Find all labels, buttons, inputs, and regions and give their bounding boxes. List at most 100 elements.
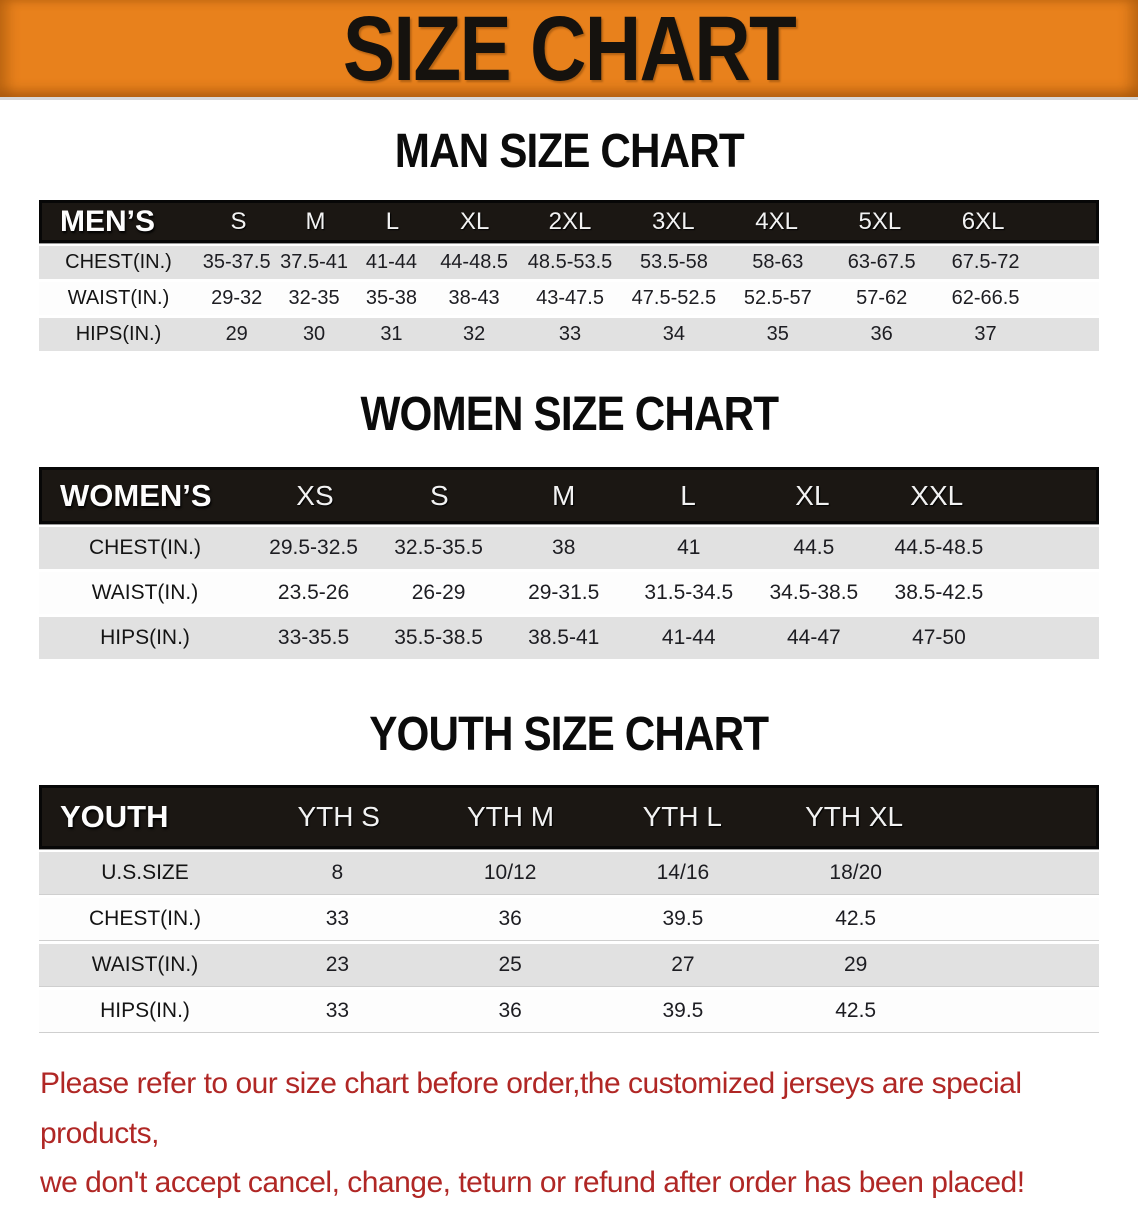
youth-row-chest: CHEST(IN.) 33 36 39.5 42.5 (39, 898, 1099, 941)
men-hips-4xl: 35 (766, 323, 789, 345)
youth-hips-yth-m: 36 (498, 999, 522, 1022)
men-col-header-5xl: 5XL (858, 207, 902, 235)
disclaimer: Please refer to our size chart before or… (40, 1059, 1138, 1208)
women-chest-l: 41 (677, 536, 701, 559)
women-chest-xl: 44.5 (793, 536, 835, 559)
women-row-chest-label: CHEST(IN.) (89, 536, 201, 559)
men-hips-3xl: 34 (662, 323, 686, 345)
women-hips-xs: 33-35.5 (277, 626, 350, 649)
women-waist-l: 31.5-34.5 (644, 581, 734, 604)
men-waist-2xl: 43-47.5 (536, 287, 604, 309)
women-hips-xxl: 47-50 (912, 626, 966, 649)
women-hips-m: 38.5-41 (528, 626, 600, 649)
youth-col-header-yth-m: YTH M (466, 801, 555, 832)
women-chest-s: 32.5-35.5 (394, 536, 483, 559)
men-table-header-row: MEN’S S M L XL 2XL 3XL 4XL 5XL 6XL (39, 200, 1099, 243)
women-chest-xs: 29.5-32.5 (269, 536, 358, 559)
men-hips-m: 30 (302, 323, 326, 345)
men-waist-m: 32-35 (288, 287, 340, 309)
men-col-header-2xl: 2XL (548, 207, 592, 235)
youth-ussize-yth-xl: 18/20 (829, 861, 882, 884)
men-hips-5xl: 36 (870, 323, 893, 345)
men-col-header-3xl: 3XL (651, 207, 695, 235)
youth-row-waist: WAIST(IN.) 23 25 27 29 (39, 944, 1099, 987)
men-row-hips: HIPS(IN.) 29 30 31 32 33 34 35 36 37 (39, 318, 1099, 351)
men-hips-6xl: 37 (974, 323, 997, 345)
women-col-header-s: S (429, 479, 449, 511)
women-row-waist: WAIST(IN.) 23.5-26 26-29 29-31.5 31.5-34… (39, 572, 1099, 614)
youth-ussize-yth-s: 8 (331, 861, 344, 884)
men-col-header-s: S (230, 207, 247, 235)
women-hips-l: 41-44 (661, 626, 716, 649)
youth-size-table: YOUTH YTH S YTH M YTH L YTH XL U.S.SIZE … (39, 785, 1099, 1033)
youth-waist-yth-s: 23 (325, 953, 350, 976)
youth-hips-yth-l: 39.5 (662, 999, 704, 1022)
youth-col-header-yth-l: YTH L (642, 801, 722, 832)
men-row-waist: WAIST(IN.) 29-32 32-35 35-38 38-43 43-47… (39, 282, 1099, 315)
men-section-title-text: MAN SIZE CHART (394, 125, 744, 178)
youth-table-header-row: YOUTH YTH S YTH M YTH L YTH XL (39, 785, 1099, 849)
women-col-header-xxl: XXL (910, 479, 964, 511)
banner: SIZE CHART (0, 0, 1138, 100)
men-chest-xl: 44-48.5 (440, 251, 509, 273)
men-chest-3xl: 53.5-58 (639, 251, 708, 273)
youth-col-header-yth-xl: YTH XL (805, 801, 904, 832)
men-waist-xl: 38-43 (448, 287, 500, 309)
youth-hips-yth-xl: 42.5 (835, 999, 877, 1022)
women-chest-m: 38 (552, 536, 576, 559)
men-chest-5xl: 63-67.5 (847, 251, 916, 273)
youth-col-header-yth-s: YTH S (297, 801, 380, 832)
youth-waist-yth-xl: 29 (844, 953, 868, 976)
women-waist-xs: 23.5-26 (277, 581, 350, 604)
disclaimer-line-2: we don't accept cancel, change, teturn o… (40, 1166, 1025, 1199)
youth-row-ussize: U.S.SIZE 8 10/12 14/16 18/20 (39, 852, 1099, 895)
men-row-chest-label: CHEST(IN.) (65, 251, 172, 273)
men-chest-6xl: 67.5-72 (951, 251, 1020, 273)
men-row-chest: CHEST(IN.) 35-37.5 37.5-41 41-44 44-48.5… (39, 246, 1099, 279)
page-title: SIZE CHART (342, 0, 797, 100)
men-row-hips-label: HIPS(IN.) (75, 323, 162, 345)
men-chest-2xl: 48.5-53.5 (527, 251, 613, 273)
youth-section-title: YOUTH SIZE CHART (0, 711, 1138, 759)
men-col-header-4xl: 4XL (755, 207, 798, 235)
women-row-hips-label: HIPS(IN.) (100, 626, 190, 649)
youth-row-hips: HIPS(IN.) 33 36 39.5 42.5 (39, 990, 1099, 1033)
women-table-header-row: WOMEN’S XS S M L XL XXL (39, 467, 1099, 524)
youth-waist-yth-m: 25 (498, 953, 522, 976)
women-row-waist-label: WAIST(IN.) (91, 581, 199, 604)
men-hips-xl: 32 (462, 323, 486, 345)
women-col-header-l: L (680, 479, 696, 511)
women-row-chest: CHEST(IN.) 29.5-32.5 32.5-35.5 38 41 44.… (39, 527, 1099, 569)
women-waist-s: 26-29 (411, 581, 466, 604)
men-hips-s: 29 (225, 323, 248, 345)
men-waist-s: 29-32 (211, 287, 263, 309)
women-table-header-label: WOMEN’S (60, 477, 212, 513)
youth-waist-yth-l: 27 (671, 953, 695, 976)
men-chest-l: 41-44 (365, 251, 418, 273)
women-col-header-xl: XL (795, 479, 830, 511)
men-waist-3xl: 47.5-52.5 (631, 287, 717, 309)
men-col-header-6xl: 6XL (961, 207, 1005, 235)
men-col-header-l: L (385, 207, 400, 235)
men-chest-m: 37.5-41 (280, 251, 348, 273)
youth-chest-yth-m: 36 (498, 907, 522, 930)
youth-section-title-text: YOUTH SIZE CHART (369, 708, 770, 761)
men-chest-s: 35-37.5 (202, 251, 271, 273)
youth-chest-yth-l: 39.5 (662, 907, 704, 930)
youth-row-ussize-label: U.S.SIZE (101, 861, 189, 884)
disclaimer-line-1: Please refer to our size chart before or… (40, 1067, 1022, 1150)
men-waist-4xl: 52.5-57 (743, 287, 812, 309)
youth-row-hips-label: HIPS(IN.) (100, 999, 190, 1022)
youth-row-chest-label: CHEST(IN.) (89, 907, 201, 930)
women-size-table: WOMEN’S XS S M L XL XXL CHEST(IN.) 29.5-… (39, 467, 1099, 659)
women-hips-s: 35.5-38.5 (394, 626, 483, 649)
youth-hips-yth-s: 33 (325, 999, 350, 1022)
men-waist-l: 35-38 (365, 287, 418, 309)
men-table-header-label: MEN’S (60, 204, 156, 238)
women-waist-m: 29-31.5 (528, 581, 600, 604)
men-hips-2xl: 33 (558, 323, 582, 345)
women-row-hips: HIPS(IN.) 33-35.5 35.5-38.5 38.5-41 41-4… (39, 617, 1099, 659)
youth-ussize-yth-m: 10/12 (483, 861, 537, 884)
youth-table-header-label: YOUTH (60, 799, 169, 834)
